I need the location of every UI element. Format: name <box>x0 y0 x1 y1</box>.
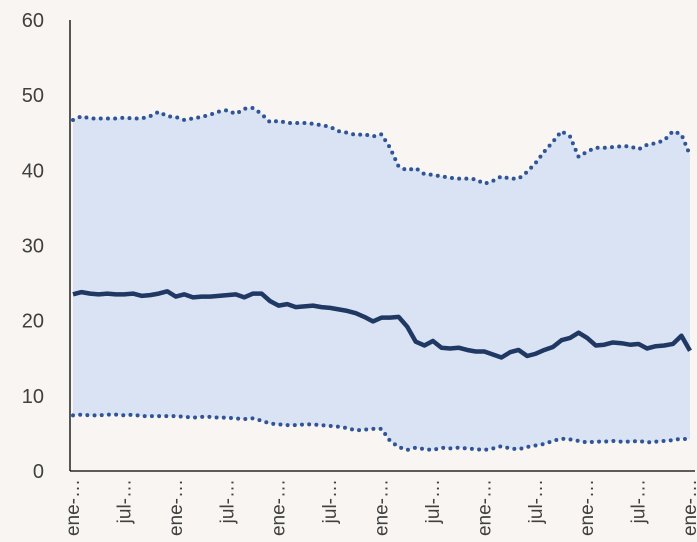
x-tick-label: jul-… <box>629 479 650 524</box>
x-tick-label: ene-… <box>474 479 495 536</box>
bound-line <box>71 412 692 452</box>
x-tick-label: ene-… <box>269 479 290 536</box>
y-tick-label: 60 <box>22 10 44 32</box>
y-tick-label: 10 <box>22 386 44 408</box>
band-area <box>73 107 690 450</box>
y-tick-label: 20 <box>22 311 44 333</box>
x-tick-label: jul-… <box>217 479 238 524</box>
main-line <box>72 289 692 360</box>
x-tick-label: jul-… <box>526 479 547 524</box>
x-tick-label: ene-… <box>166 479 187 536</box>
x-tick-label: ene-… <box>63 479 84 536</box>
y-tick-label: 30 <box>22 236 44 258</box>
x-tick-label: ene-… <box>372 479 393 536</box>
x-tick-label: ene-… <box>577 479 598 536</box>
x-tick-label: ene-… <box>680 479 697 536</box>
x-tick-label: jul-… <box>320 479 341 524</box>
y-tick-label: 40 <box>22 160 44 182</box>
x-tick-label: jul-… <box>114 479 135 524</box>
y-tick-label: 50 <box>22 85 44 107</box>
y-tick-label: 0 <box>33 461 44 483</box>
x-tick-label: jul-… <box>423 479 444 524</box>
bound-line <box>71 105 692 186</box>
